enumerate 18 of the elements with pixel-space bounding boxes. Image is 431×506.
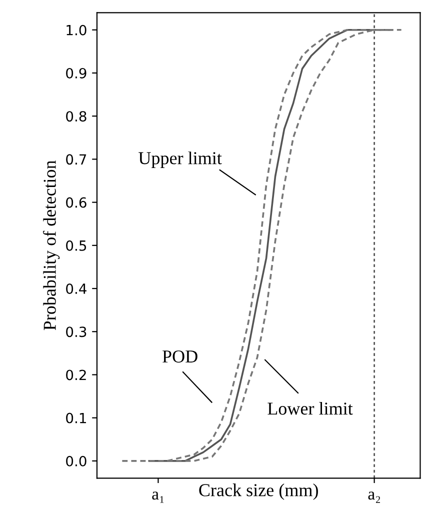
x-tick-label: a₁ xyxy=(152,492,164,503)
annotation: Upper limit xyxy=(138,152,222,168)
y-tick-label: 0.2 xyxy=(66,370,86,380)
y-tick-label: 0.0 xyxy=(66,456,86,466)
y-tick-label: 0.8 xyxy=(66,111,86,122)
y-tick-label: 0.3 xyxy=(66,326,86,338)
annotation: Lower limit xyxy=(268,402,353,415)
y-tick-label: 0.1 xyxy=(66,412,86,424)
y-tick-label: 1.0 xyxy=(66,24,86,36)
y-axis-title: Probability of detection xyxy=(43,160,60,330)
x-axis-title: Crack size (mm) xyxy=(199,484,318,500)
annotation: POD xyxy=(162,350,198,363)
y-tick-label: 0.5 xyxy=(66,240,86,251)
y-tick-label: 0.9 xyxy=(66,68,86,78)
x-tick-label: a₂ xyxy=(368,492,380,503)
y-tick-label: 0.6 xyxy=(66,197,86,208)
y-tick-label: 0.7 xyxy=(66,154,86,165)
y-tick-label: 0.4 xyxy=(66,283,86,294)
